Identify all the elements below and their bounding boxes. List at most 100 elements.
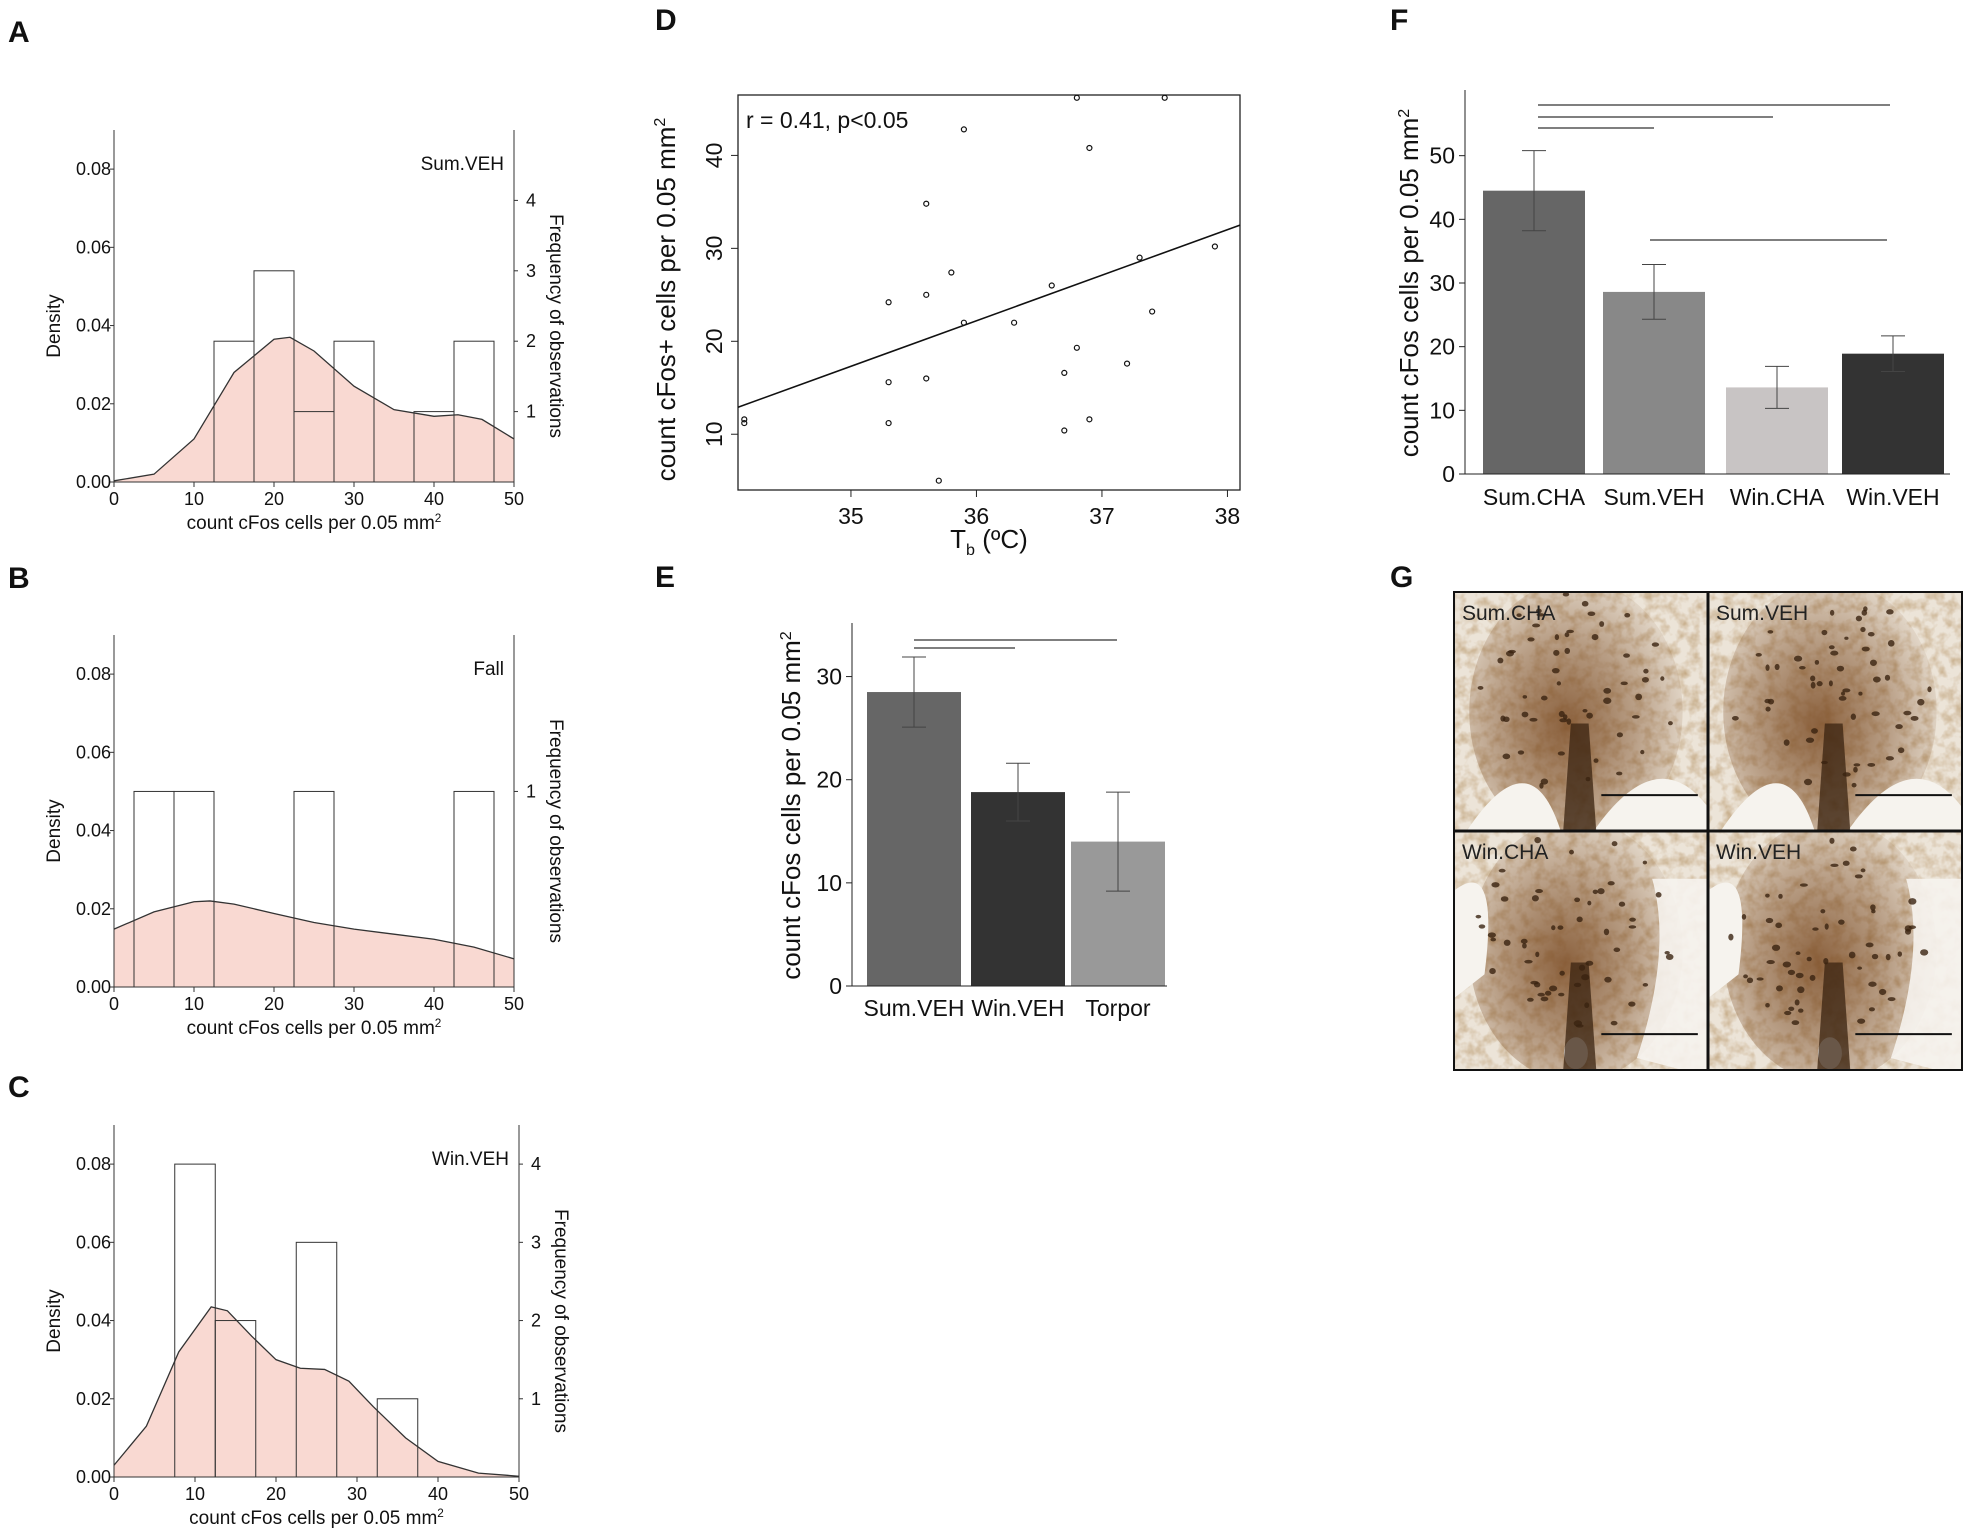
cell-body: [1599, 621, 1605, 627]
cell-body: [1756, 977, 1764, 981]
cell-body: [1838, 696, 1847, 701]
x-tick-label: 10: [185, 1484, 205, 1504]
cell-body: [1771, 944, 1781, 951]
cell-body: [1766, 960, 1775, 965]
cell-body: [1844, 636, 1849, 640]
scatter-point: [1161, 94, 1168, 101]
cell-body: [1765, 917, 1774, 924]
x-tick-label: 0: [109, 1484, 119, 1504]
cell-body: [1858, 691, 1863, 696]
cell-body: [1665, 953, 1674, 961]
cell-body: [1806, 956, 1812, 962]
cell-body: [1765, 706, 1771, 712]
cell-body: [1848, 951, 1856, 959]
cell-body: [1755, 652, 1762, 657]
cell-body: [1591, 633, 1599, 641]
bar-panel-e: Sum.VEH Win.VEH Torpor 0 10 20 30 count cFos ce…: [776, 623, 1167, 1021]
y-axis-label: Density: [44, 799, 65, 863]
cell-body: [1927, 686, 1932, 693]
cell-body: [1556, 681, 1562, 686]
x-axis-label: count cFos cells per 0.05 mm2: [187, 512, 442, 534]
cell-body: [1578, 964, 1586, 971]
cell-body: [1842, 688, 1851, 693]
cell-body: [1585, 960, 1594, 966]
cell-body: [1530, 980, 1539, 985]
panel-letter-g: G: [1390, 561, 1413, 594]
cell-body: [1765, 893, 1770, 898]
cell-body: [1887, 640, 1895, 647]
y-tick-label: 20: [1429, 334, 1455, 360]
cell-body: [1603, 687, 1612, 694]
x-tick-label: 30: [344, 489, 364, 509]
cell-body: [1797, 986, 1805, 994]
cell-body: [1829, 609, 1835, 616]
cell-body: [1860, 627, 1866, 633]
cell-body: [1490, 937, 1497, 942]
y2-axis-label: Frequency of observations: [545, 214, 566, 438]
cell-body: [1897, 951, 1903, 957]
y-axis-label: Density: [44, 294, 65, 358]
y-axis-label-text: count cFos cells per 0.05 mm: [776, 640, 806, 980]
cell-body: [1603, 697, 1612, 704]
cell-body: [1842, 860, 1850, 866]
micrograph-panel-g: Sum.CHA Sum.VEH Win.CHA Win.VEH: [1453, 591, 1963, 1071]
cell-body: [1631, 715, 1640, 719]
cell-body: [1828, 680, 1833, 687]
cell-body: [1502, 753, 1511, 760]
y-tick-label: 0.08: [76, 159, 111, 179]
correlation-annotation: r = 0.41, p<0.05: [746, 107, 908, 133]
cell-body: [1520, 938, 1528, 944]
x-tick-label: 50: [504, 489, 524, 509]
pale-region: [1720, 783, 1815, 831]
y-tick-label: 0.06: [76, 742, 111, 762]
cell-body: [1795, 972, 1804, 979]
cell-body: [1860, 868, 1866, 873]
cell-body: [1585, 776, 1591, 782]
cell-body: [1642, 860, 1648, 865]
cell-body: [1828, 645, 1835, 650]
x-axis-label-subscript: b: [966, 541, 975, 559]
cell-body: [1477, 685, 1484, 690]
bar: [1842, 353, 1944, 474]
y-tick-label: 0: [1442, 461, 1455, 487]
cell-body: [1535, 951, 1540, 958]
cell-body: [1853, 763, 1861, 767]
y-tick-label: 0.00: [76, 1467, 111, 1487]
cell-body: [1668, 721, 1673, 726]
cell-body: [1640, 749, 1645, 755]
cell-body: [1830, 650, 1839, 656]
bar: [867, 692, 961, 986]
cell-body: [1618, 901, 1626, 907]
category-label: Sum.VEH: [1604, 484, 1705, 510]
cell-body: [1805, 737, 1815, 743]
midline-stem: [1817, 962, 1851, 1070]
scatter-point: [1211, 243, 1219, 250]
density-curve: [113, 1306, 520, 1477]
cell-body: [1731, 716, 1739, 721]
y-axis-label-text: count cFos cells per 0.05 mm: [1394, 118, 1424, 458]
cell-body: [1613, 947, 1621, 953]
cell-body: [1836, 665, 1845, 672]
cell-body: [1597, 888, 1605, 895]
micrograph-tile: Sum.CHA: [1454, 592, 1708, 831]
pale-region: [1890, 878, 1962, 1070]
cell-body: [1799, 883, 1808, 887]
cell-body: [1610, 1020, 1618, 1026]
cell-body: [1584, 1002, 1590, 1009]
cell-body: [1841, 691, 1846, 696]
x-tick-label: 50: [504, 994, 524, 1014]
cell-body: [1503, 939, 1511, 946]
cell-body: [1867, 631, 1875, 637]
y-axis-label-text: count cFos+ cells per 0.05 mm: [651, 127, 681, 482]
panel-letter-a: A: [8, 16, 30, 49]
scatter-point: [1136, 254, 1143, 261]
cell-body: [1870, 904, 1876, 911]
cell-body: [1539, 782, 1544, 789]
cell-body: [1604, 976, 1612, 983]
cell-body: [1655, 891, 1662, 898]
y-tick-label: 10: [816, 870, 842, 896]
midline-stem: [1817, 723, 1851, 831]
cell-body: [1581, 974, 1590, 981]
x-tick-label: 37: [1089, 503, 1115, 529]
cell-body: [1774, 663, 1780, 671]
